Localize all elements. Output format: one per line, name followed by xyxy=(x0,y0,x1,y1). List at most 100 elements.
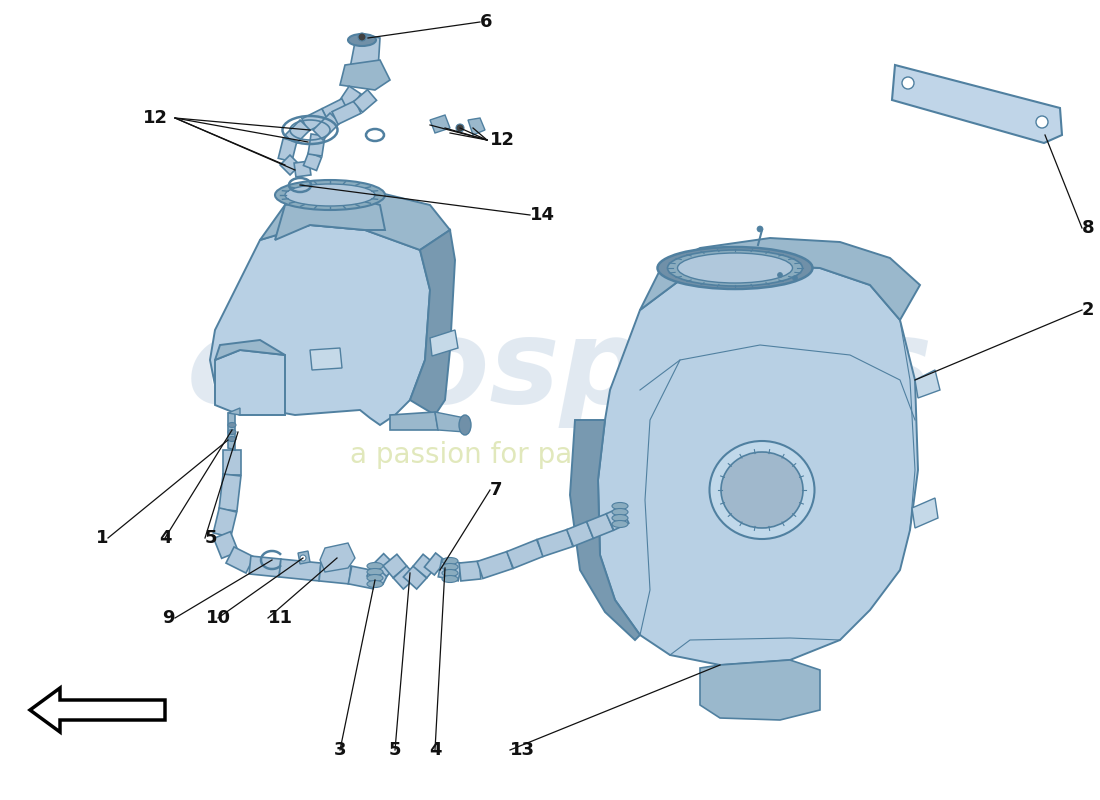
Polygon shape xyxy=(332,101,361,124)
Ellipse shape xyxy=(367,574,383,582)
Circle shape xyxy=(757,226,763,232)
Polygon shape xyxy=(322,98,348,122)
Polygon shape xyxy=(279,559,321,581)
Text: 5: 5 xyxy=(205,529,218,547)
Ellipse shape xyxy=(710,441,814,539)
Polygon shape xyxy=(566,522,593,546)
Polygon shape xyxy=(425,553,446,575)
Polygon shape xyxy=(275,195,385,240)
Circle shape xyxy=(1036,116,1048,128)
Text: 7: 7 xyxy=(490,481,503,499)
Polygon shape xyxy=(537,530,573,557)
Polygon shape xyxy=(280,155,300,175)
Polygon shape xyxy=(477,551,513,578)
Ellipse shape xyxy=(720,452,803,528)
Polygon shape xyxy=(304,153,321,170)
Circle shape xyxy=(358,33,366,41)
Polygon shape xyxy=(301,109,328,131)
Ellipse shape xyxy=(442,570,458,577)
Polygon shape xyxy=(213,532,239,558)
Text: 10: 10 xyxy=(206,609,231,627)
Text: 1: 1 xyxy=(96,529,108,547)
Polygon shape xyxy=(434,412,465,432)
Polygon shape xyxy=(226,547,254,573)
Text: 11: 11 xyxy=(268,609,293,627)
Ellipse shape xyxy=(612,502,628,510)
Text: 8: 8 xyxy=(1082,219,1094,237)
Circle shape xyxy=(902,77,914,89)
Polygon shape xyxy=(606,507,629,530)
Polygon shape xyxy=(219,474,241,511)
Ellipse shape xyxy=(612,514,628,522)
Text: 13: 13 xyxy=(510,741,535,759)
Text: 6: 6 xyxy=(480,13,493,31)
Polygon shape xyxy=(294,161,311,177)
Ellipse shape xyxy=(275,180,385,210)
Polygon shape xyxy=(210,225,430,425)
Ellipse shape xyxy=(678,253,792,283)
Polygon shape xyxy=(383,554,407,578)
Polygon shape xyxy=(349,566,377,589)
Polygon shape xyxy=(30,688,165,732)
Text: 9: 9 xyxy=(163,609,175,627)
Ellipse shape xyxy=(459,415,471,435)
Polygon shape xyxy=(507,540,543,568)
Polygon shape xyxy=(892,65,1062,143)
Ellipse shape xyxy=(612,521,628,527)
Polygon shape xyxy=(320,543,355,572)
Polygon shape xyxy=(353,90,376,112)
Polygon shape xyxy=(394,566,417,589)
Polygon shape xyxy=(350,35,380,73)
Ellipse shape xyxy=(348,34,376,46)
Polygon shape xyxy=(700,660,820,720)
Polygon shape xyxy=(228,408,240,415)
Text: 4: 4 xyxy=(429,741,441,759)
Text: eurospares: eurospares xyxy=(187,313,933,427)
Ellipse shape xyxy=(612,509,628,515)
Ellipse shape xyxy=(442,575,458,582)
Text: 2: 2 xyxy=(1082,301,1094,319)
Polygon shape xyxy=(310,348,342,370)
Polygon shape xyxy=(308,134,324,156)
Ellipse shape xyxy=(367,562,383,570)
Polygon shape xyxy=(410,230,455,415)
Polygon shape xyxy=(414,554,437,578)
Polygon shape xyxy=(640,238,920,320)
Polygon shape xyxy=(223,450,241,475)
Text: 4: 4 xyxy=(158,529,172,547)
Polygon shape xyxy=(278,138,297,162)
Polygon shape xyxy=(367,566,388,584)
Ellipse shape xyxy=(228,430,236,434)
Polygon shape xyxy=(314,113,340,140)
Text: 14: 14 xyxy=(530,206,556,224)
Text: 5: 5 xyxy=(388,741,401,759)
Ellipse shape xyxy=(228,437,236,442)
Circle shape xyxy=(792,275,798,281)
Polygon shape xyxy=(285,120,310,145)
Polygon shape xyxy=(430,330,458,356)
Polygon shape xyxy=(374,554,396,576)
Ellipse shape xyxy=(442,558,458,565)
Polygon shape xyxy=(912,498,938,528)
Polygon shape xyxy=(915,370,940,398)
Circle shape xyxy=(778,273,782,278)
Ellipse shape xyxy=(367,581,383,587)
Text: 3: 3 xyxy=(333,741,346,759)
Polygon shape xyxy=(468,118,485,135)
Circle shape xyxy=(456,124,464,132)
Text: a passion for parts since 1985: a passion for parts since 1985 xyxy=(350,441,770,469)
Polygon shape xyxy=(213,508,236,537)
Ellipse shape xyxy=(285,184,375,206)
Ellipse shape xyxy=(658,247,813,289)
Polygon shape xyxy=(598,265,918,665)
Polygon shape xyxy=(430,115,450,133)
Polygon shape xyxy=(586,514,614,538)
Polygon shape xyxy=(298,551,310,564)
Polygon shape xyxy=(570,420,640,640)
Polygon shape xyxy=(214,350,285,415)
Polygon shape xyxy=(459,561,481,581)
Circle shape xyxy=(300,555,306,561)
Polygon shape xyxy=(340,60,390,90)
Ellipse shape xyxy=(668,250,803,286)
Polygon shape xyxy=(438,559,462,581)
